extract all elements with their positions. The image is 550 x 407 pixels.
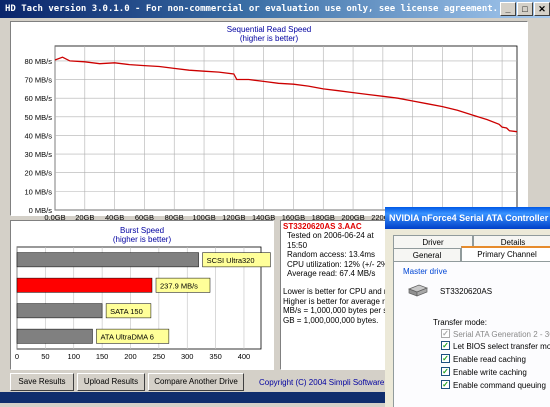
x-tick-label: 250 (153, 352, 166, 361)
y-tick-label: 10 MB/s (24, 187, 52, 196)
info-line: Random access: 13.4ms (287, 250, 376, 260)
plot-area (54, 45, 518, 211)
burst-bar (16, 277, 153, 293)
tab-general[interactable]: General (393, 248, 461, 261)
y-tick-label: 0 MB/s (29, 206, 53, 215)
let-bios-checkbox[interactable]: ✓ (441, 341, 450, 350)
burst-speed-chart: Burst Speed (higher is better) 0 50 100 150… (10, 220, 274, 370)
transfer-mode-value: Serial ATA Generation 2 - 3G (453, 330, 550, 339)
command-queuing-label: Enable command queuing (453, 381, 546, 390)
window-title: HD Tach version 3.0.1.0 - For non-commer… (5, 4, 499, 14)
nvidia-properties-dialog: NVIDIA nForce4 Serial ATA Controller P D… (385, 207, 550, 407)
burst-bar (16, 328, 93, 344)
x-tick-label: 120GB (222, 213, 245, 222)
info-line: Average read: 67.4 MB/s (287, 269, 376, 279)
drive-model: ST3320620AS 3.AAC (283, 222, 362, 231)
burst-bar (16, 303, 103, 319)
info-line: Tested on 2006-06-24 at 15:50 (287, 231, 374, 250)
dialog-titlebar: NVIDIA nForce4 Serial ATA Controller P (385, 207, 550, 229)
tab-primary-channel[interactable]: Primary Channel (461, 246, 550, 261)
burst-chart-plot: 0 50 100 150 200 250 300 350 400 SCSI Ultra320 237… (15, 246, 271, 361)
seq-chart-plot: 0 MB/s 10 MB/s 20 MB/s 30 MB/s 40 MB/s 50 MB/… (24, 45, 518, 222)
bar-label: ATA UltraDMA 6 (100, 332, 153, 341)
x-tick-label: 200GB (341, 213, 364, 222)
command-queuing-checkbox[interactable]: ✓ (441, 380, 450, 389)
transfer-mode-checkbox: ✓ (441, 329, 450, 338)
x-tick-label: 20GB (75, 213, 94, 222)
bar-label: SCSI Ultra320 (207, 256, 255, 265)
group-label: Master drive (403, 267, 448, 276)
burst-chart-title: Burst Speed (119, 226, 165, 235)
y-tick-label: 80 MB/s (24, 57, 52, 66)
x-tick-label: 180GB (312, 213, 335, 222)
transfer-mode-label: Transfer mode: (433, 318, 487, 327)
bar-label-box (202, 252, 271, 268)
drive-name: ST3320620AS (440, 287, 493, 296)
y-tick-label: 50 MB/s (24, 113, 52, 122)
tab-driver[interactable]: Driver (393, 235, 473, 248)
burst-bar (16, 252, 199, 268)
taskbar-strip (0, 392, 385, 403)
x-tick-label: 100GB (192, 213, 215, 222)
dialog-title: NVIDIA nForce4 Serial ATA Controller P (389, 213, 550, 223)
save-results-button[interactable]: Save Results (10, 373, 74, 391)
read-caching-label: Enable read caching (453, 355, 526, 364)
note-line: MB/s = 1,000,000 bytes per seco (283, 306, 392, 316)
seq-chart-title: Sequential Read Speed (226, 25, 312, 34)
write-caching-label: Enable write caching (453, 368, 527, 377)
y-tick-label: 60 MB/s (24, 94, 52, 103)
seq-chart-subtitle: (higher is better) (239, 34, 299, 43)
minimize-button[interactable]: _ (500, 2, 516, 16)
let-bios-label: Let BIOS select transfer mode (453, 342, 550, 351)
window-titlebar: HD Tach version 3.0.1.0 - For non-commer… (0, 0, 550, 18)
y-tick-label: 20 MB/s (24, 169, 52, 178)
x-tick-label: 60GB (135, 213, 154, 222)
copyright-text: Copyright (C) 2004 Simpli Software, Inc (259, 378, 400, 387)
bar-label: 237.9 MB/s (160, 281, 198, 290)
maximize-button[interactable]: □ (517, 2, 533, 16)
x-tick-label: 0,0GB (44, 213, 65, 222)
x-tick-label: 400 (238, 352, 251, 361)
write-caching-checkbox[interactable]: ✓ (441, 367, 450, 376)
y-tick-label: 70 MB/s (24, 76, 52, 85)
drive-info-panel: ST3320620AS 3.AAC Tested on 2006-06-24 a… (280, 220, 392, 370)
x-tick-label: 160GB (282, 213, 305, 222)
bar-label: SATA 150 (110, 307, 143, 316)
info-line: CPU utilization: 12% (+/- 2%) (287, 259, 391, 269)
bar-label-box (105, 303, 152, 319)
x-tick-label: 140GB (252, 213, 275, 222)
sequential-read-line (54, 56, 518, 133)
tab-details[interactable]: Details (473, 235, 550, 248)
read-caching-checkbox[interactable]: ✓ (441, 354, 450, 363)
x-tick-label: 220GB (371, 213, 394, 222)
x-tick-label: 50 (41, 352, 49, 361)
y-tick-label: 30 MB/s (24, 150, 52, 159)
x-tick-label: 0 (15, 352, 19, 361)
hard-drive-icon (408, 284, 428, 297)
upload-results-button[interactable]: Upload Results (77, 373, 145, 391)
note-line: Lower is better for CPU and rand (283, 287, 392, 297)
burst-chart-subtitle: (higher is better) (112, 235, 172, 244)
x-tick-label: 200 (124, 352, 137, 361)
bar-label-box (155, 277, 211, 293)
x-tick-label: 300 (181, 352, 194, 361)
x-tick-label: 350 (209, 352, 222, 361)
note-line: Higher is better for average read (283, 296, 392, 306)
y-tick-label: 40 MB/s (24, 131, 52, 140)
close-button[interactable]: ✕ (534, 2, 550, 16)
compare-another-drive-button[interactable]: Compare Another Drive (148, 373, 244, 391)
x-tick-label: 80GB (165, 213, 184, 222)
sequential-read-chart: Sequential Read Speed (higher is better)… (10, 21, 528, 222)
x-tick-label: 40GB (105, 213, 124, 222)
x-tick-label: 100 (67, 352, 80, 361)
note-line: GB = 1,000,000,000 bytes. (283, 315, 379, 325)
x-tick-label: 150 (96, 352, 109, 361)
bar-label-box (96, 328, 170, 344)
